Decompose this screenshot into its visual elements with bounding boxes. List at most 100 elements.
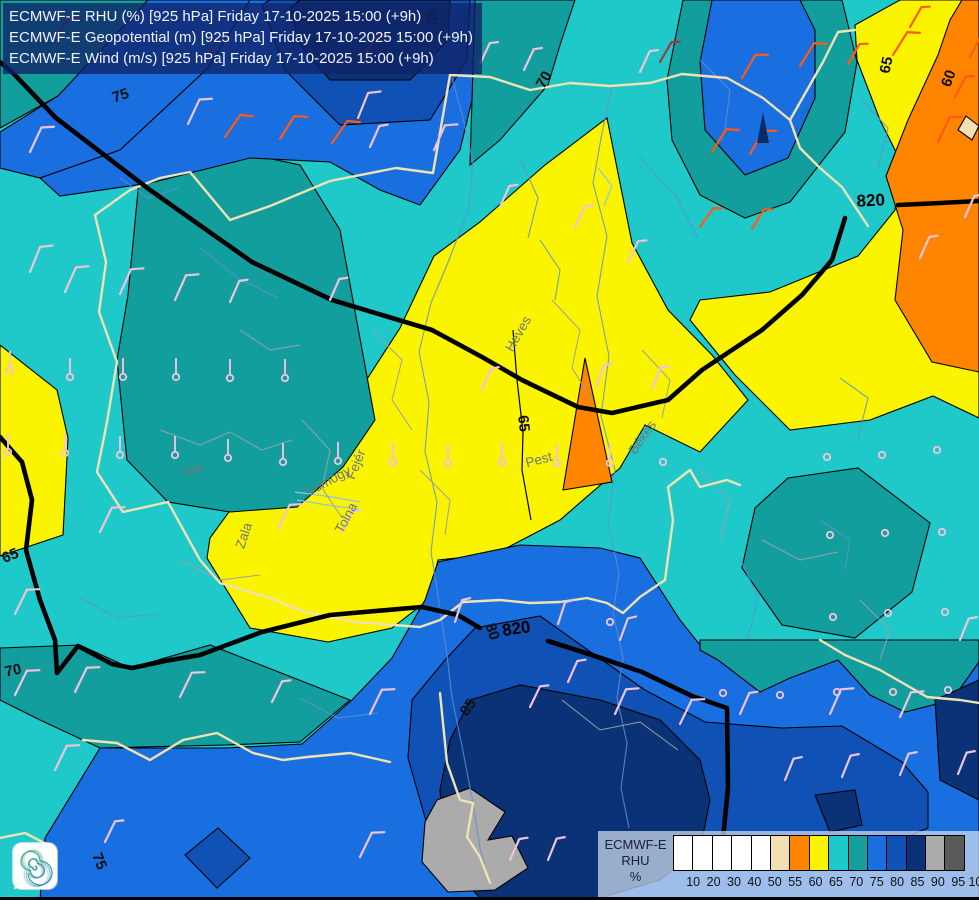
wind-barb: [508, 836, 529, 862]
river-line: [79, 597, 159, 619]
wind-barb: [186, 97, 214, 126]
legend-tick-55: 55: [788, 875, 803, 889]
legend-swatch-20: [693, 835, 713, 871]
legend-swatch-65: [809, 835, 830, 871]
wind-barb: [783, 756, 803, 782]
wind-barb: [73, 666, 101, 694]
wind-barb: [98, 506, 126, 534]
legend-model: ECMWF-E: [604, 837, 667, 852]
calm-wind-station: [223, 439, 233, 463]
map-frame-bottom: [0, 897, 979, 900]
county-border-line: [419, 469, 451, 536]
wind-barb: [846, 42, 869, 66]
county-border-line: [699, 469, 731, 541]
wind-barb: [573, 204, 595, 229]
calm-wind-station: [552, 444, 562, 468]
country-border-line: [818, 638, 979, 705]
wind-barb: [750, 208, 774, 231]
wind-barbs: [3, 5, 979, 862]
calm-wind-circle: [940, 607, 950, 617]
wind-barb: [840, 753, 860, 779]
region-rh-55-60-northeast: [885, 0, 979, 373]
calm-wind-circle: [832, 687, 842, 697]
legend-param: RHU: [621, 853, 650, 868]
wind-barb: [356, 90, 382, 120]
calm-wind-circle: [658, 457, 668, 467]
county-border-line: [179, 559, 261, 581]
calm-wind-station: [115, 436, 125, 460]
region-rh-90-95-gray: [421, 787, 529, 893]
rh-contour-label: 80: [482, 621, 503, 642]
legend-scale: 10 20 30 40 50 55 60 65 70 75 80 85 90 95100: [673, 831, 979, 899]
wind-barb: [546, 836, 566, 862]
legend-swatch-70: [829, 835, 849, 871]
wind-barb: [936, 115, 964, 144]
wind-barb: [918, 234, 939, 260]
river-line: [819, 519, 851, 571]
rh-contour-label: 65: [514, 414, 533, 432]
wind-barb: [28, 244, 54, 274]
calm-wind-station: [3, 433, 13, 457]
wind-barb: [368, 688, 396, 716]
wind-pennant: [757, 112, 769, 143]
legend-swatch-75: [848, 835, 868, 871]
calm-wind-station: [5, 351, 15, 375]
geopotential-line: [545, 638, 731, 851]
title-rhu: ECMWF-E RHU (%) [925 hPa] Friday 17-10-2…: [9, 8, 422, 25]
legend-swatches: [673, 835, 965, 871]
calm-wind-circle: [937, 527, 947, 537]
river-line: [539, 239, 561, 301]
wind-barb: [958, 616, 978, 642]
rh-contour-label: 75: [88, 850, 110, 872]
wind-barb: [618, 615, 638, 642]
wind-barb: [698, 207, 723, 229]
legend-unit: %: [629, 869, 642, 884]
place-name-label: Vas: [180, 459, 206, 479]
legend-ticks: 10 20 30 40 50 55 60 65 70 75 80 85 90 95100: [673, 875, 979, 889]
wind-barb: [453, 596, 472, 624]
wind-barb: [480, 366, 500, 392]
calm-wind-station: [278, 443, 288, 467]
county-border-line: [551, 299, 593, 401]
region-rh-55-60-central-triangle: [562, 357, 613, 491]
lake-shore-line: [597, 167, 613, 207]
calm-wind-circle: [932, 445, 942, 455]
rh-contour-label: 70: [3, 661, 23, 681]
calm-wind-circle: [775, 690, 785, 700]
wind-barb: [658, 40, 681, 64]
lake-shore-line: [294, 491, 361, 503]
legend-swatch-50: [751, 835, 771, 871]
country-border-line: [788, 118, 870, 228]
wind-barb: [953, 74, 976, 99]
rh-contour-label: 65: [877, 55, 897, 75]
legend-swatch-55: [770, 835, 791, 871]
wind-barb: [898, 690, 925, 719]
geopotential-line: [0, 59, 848, 416]
map-title-box: ECMWF-E RHU (%) [925 hPa] Friday 17-10-2…: [3, 3, 482, 74]
wind-barb: [891, 31, 921, 57]
region-rh-85-90-east-edge: [934, 679, 979, 801]
country-border-line: [448, 28, 857, 122]
geopotential-lines: [0, 59, 979, 851]
country-border-line: [438, 691, 492, 885]
river-line: [418, 77, 490, 885]
river-line: [119, 177, 179, 199]
wind-barb: [103, 819, 125, 844]
rh-contour-label: 70: [533, 68, 556, 91]
calm-wind-circle: [825, 530, 835, 540]
lake-shore-line: [296, 499, 359, 510]
wind-barb: [738, 690, 759, 716]
county-border-line: [859, 599, 891, 661]
county-border-line: [301, 419, 343, 519]
region-rh-75-80-ne-pocket: [699, 0, 816, 176]
calm-wind-circle: [828, 612, 838, 622]
wind-barb: [13, 588, 41, 616]
legend-tick-50: 50: [767, 875, 782, 889]
calm-wind-station: [65, 358, 75, 382]
region-rh-60-65-west-edge: [0, 344, 69, 557]
legend-tick-85: 85: [910, 875, 925, 889]
title-geopotential: ECMWF-E Geopotential (m) [925 hPa] Frida…: [9, 29, 473, 46]
wind-barb: [556, 598, 575, 626]
spiral-logo-icon: [20, 849, 53, 888]
